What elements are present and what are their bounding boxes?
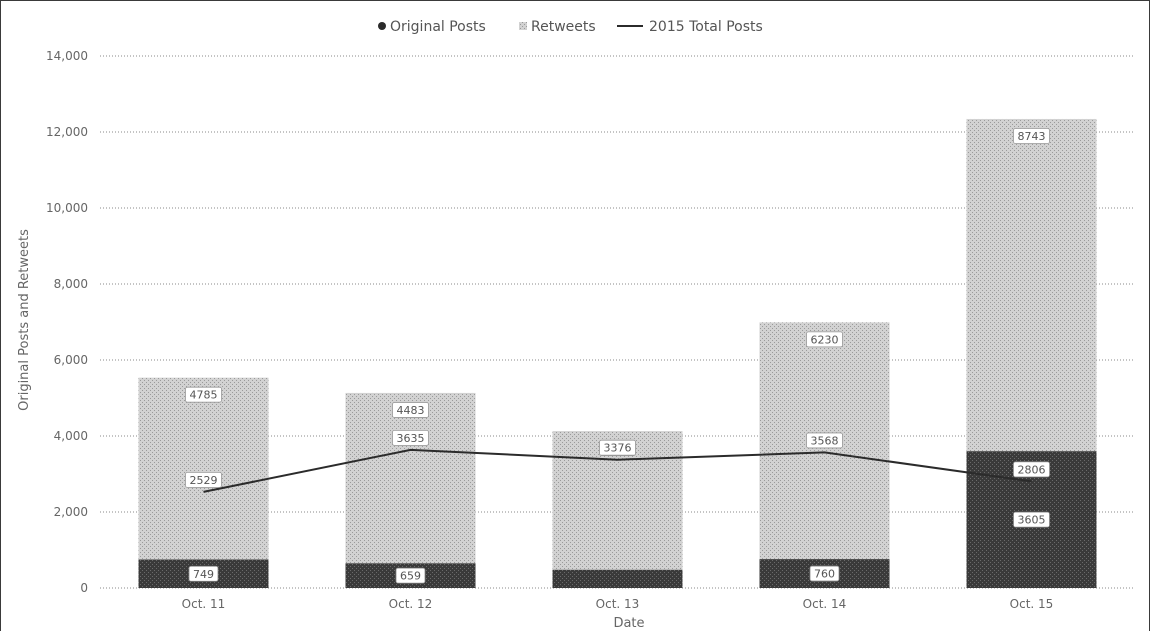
- data-label-box: [395, 567, 426, 584]
- x-tick-labels: Oct. 11 Oct. 12 Oct. 13 Oct. 14 Oct. 15: [182, 597, 1054, 611]
- data-label-box: [1013, 511, 1050, 528]
- data-label-text: 3635: [397, 432, 425, 445]
- data-label: 4785: [185, 386, 222, 403]
- data-label: 8743: [1013, 128, 1050, 144]
- data-label: 3605: [1013, 511, 1050, 528]
- bar-retweets: [138, 377, 269, 560]
- data-label: 3568: [806, 432, 843, 449]
- legend: Original Posts Retweets 2015 Total Posts: [378, 19, 763, 35]
- data-label-text: 8743: [1018, 130, 1046, 143]
- data-label-box: [392, 402, 429, 418]
- y-tick-label: 12,000: [46, 125, 88, 139]
- data-label-text: 749: [193, 568, 214, 581]
- data-label: 4483: [392, 402, 429, 418]
- bar-original-posts: [552, 569, 683, 588]
- x-tick-label: Oct. 12: [389, 597, 433, 611]
- data-label-box: [1013, 128, 1050, 144]
- data-label: 2529: [185, 471, 222, 488]
- data-label-box: [188, 565, 219, 582]
- data-label: 659: [395, 567, 426, 584]
- data-label-box: [809, 565, 840, 582]
- bar-retweets: [966, 118, 1097, 452]
- x-tick-label: Oct. 15: [1010, 597, 1054, 611]
- x-tick-label: Oct. 13: [596, 597, 640, 611]
- total-posts-line-layer: [203, 448, 1032, 493]
- y-tick-label: 0: [80, 581, 88, 595]
- y-tick-label: 8,000: [54, 277, 88, 291]
- y-tick-label: 4,000: [54, 429, 88, 443]
- data-label-box: [806, 331, 843, 348]
- data-labels: 7494785659448336497606230360587432529363…: [185, 128, 1050, 584]
- bars: [138, 118, 1097, 588]
- y-tick-label: 6,000: [54, 353, 88, 367]
- legend-label-retweets: Retweets: [531, 19, 596, 35]
- y-tick-labels: 0 2,000 4,000 6,000 8,000 10,000 12,000 14,000: [46, 49, 88, 595]
- data-label: 760: [809, 565, 840, 582]
- data-label-text: 4785: [190, 389, 218, 402]
- data-label-box: [806, 432, 843, 449]
- data-label-text: 3605: [1018, 514, 1046, 527]
- x-axis-title: Date: [613, 616, 644, 631]
- data-label-text: 2529: [190, 474, 218, 487]
- data-label-text: 2806: [1018, 463, 1046, 476]
- bar-retweets: [345, 392, 476, 564]
- data-label-text: 3376: [604, 442, 632, 455]
- data-label: 3376: [599, 439, 636, 456]
- x-tick-label: Oct. 14: [803, 597, 847, 611]
- x-tick-label: Oct. 11: [182, 597, 226, 611]
- y-tick-label: 14,000: [46, 49, 88, 63]
- legend-label-original-posts: Original Posts: [390, 19, 486, 35]
- data-label-box: [599, 439, 636, 456]
- data-label-text: 3568: [811, 434, 839, 447]
- y-axis-title: Original Posts and Retweets: [17, 229, 32, 411]
- data-label-text: 6230: [811, 333, 839, 346]
- data-label-text: 659: [400, 570, 421, 583]
- data-label-text: 4483: [397, 404, 425, 417]
- data-label-box: [1013, 461, 1050, 478]
- legend-marker-retweets: [519, 22, 527, 30]
- total-posts-line: [203, 448, 1032, 493]
- data-label-text: 760: [814, 568, 835, 581]
- data-label-box: [185, 386, 222, 403]
- legend-label-total-posts: 2015 Total Posts: [649, 19, 763, 35]
- y-tick-label: 10,000: [46, 201, 88, 215]
- data-label: 6230: [806, 331, 843, 348]
- data-label: 749: [188, 565, 219, 582]
- data-label-box: [185, 471, 222, 488]
- data-label-box: [392, 429, 429, 446]
- data-label: 3635: [392, 429, 429, 446]
- legend-marker-original-posts: [378, 22, 386, 30]
- y-tick-label: 2,000: [54, 505, 88, 519]
- data-label: 2806: [1013, 461, 1050, 478]
